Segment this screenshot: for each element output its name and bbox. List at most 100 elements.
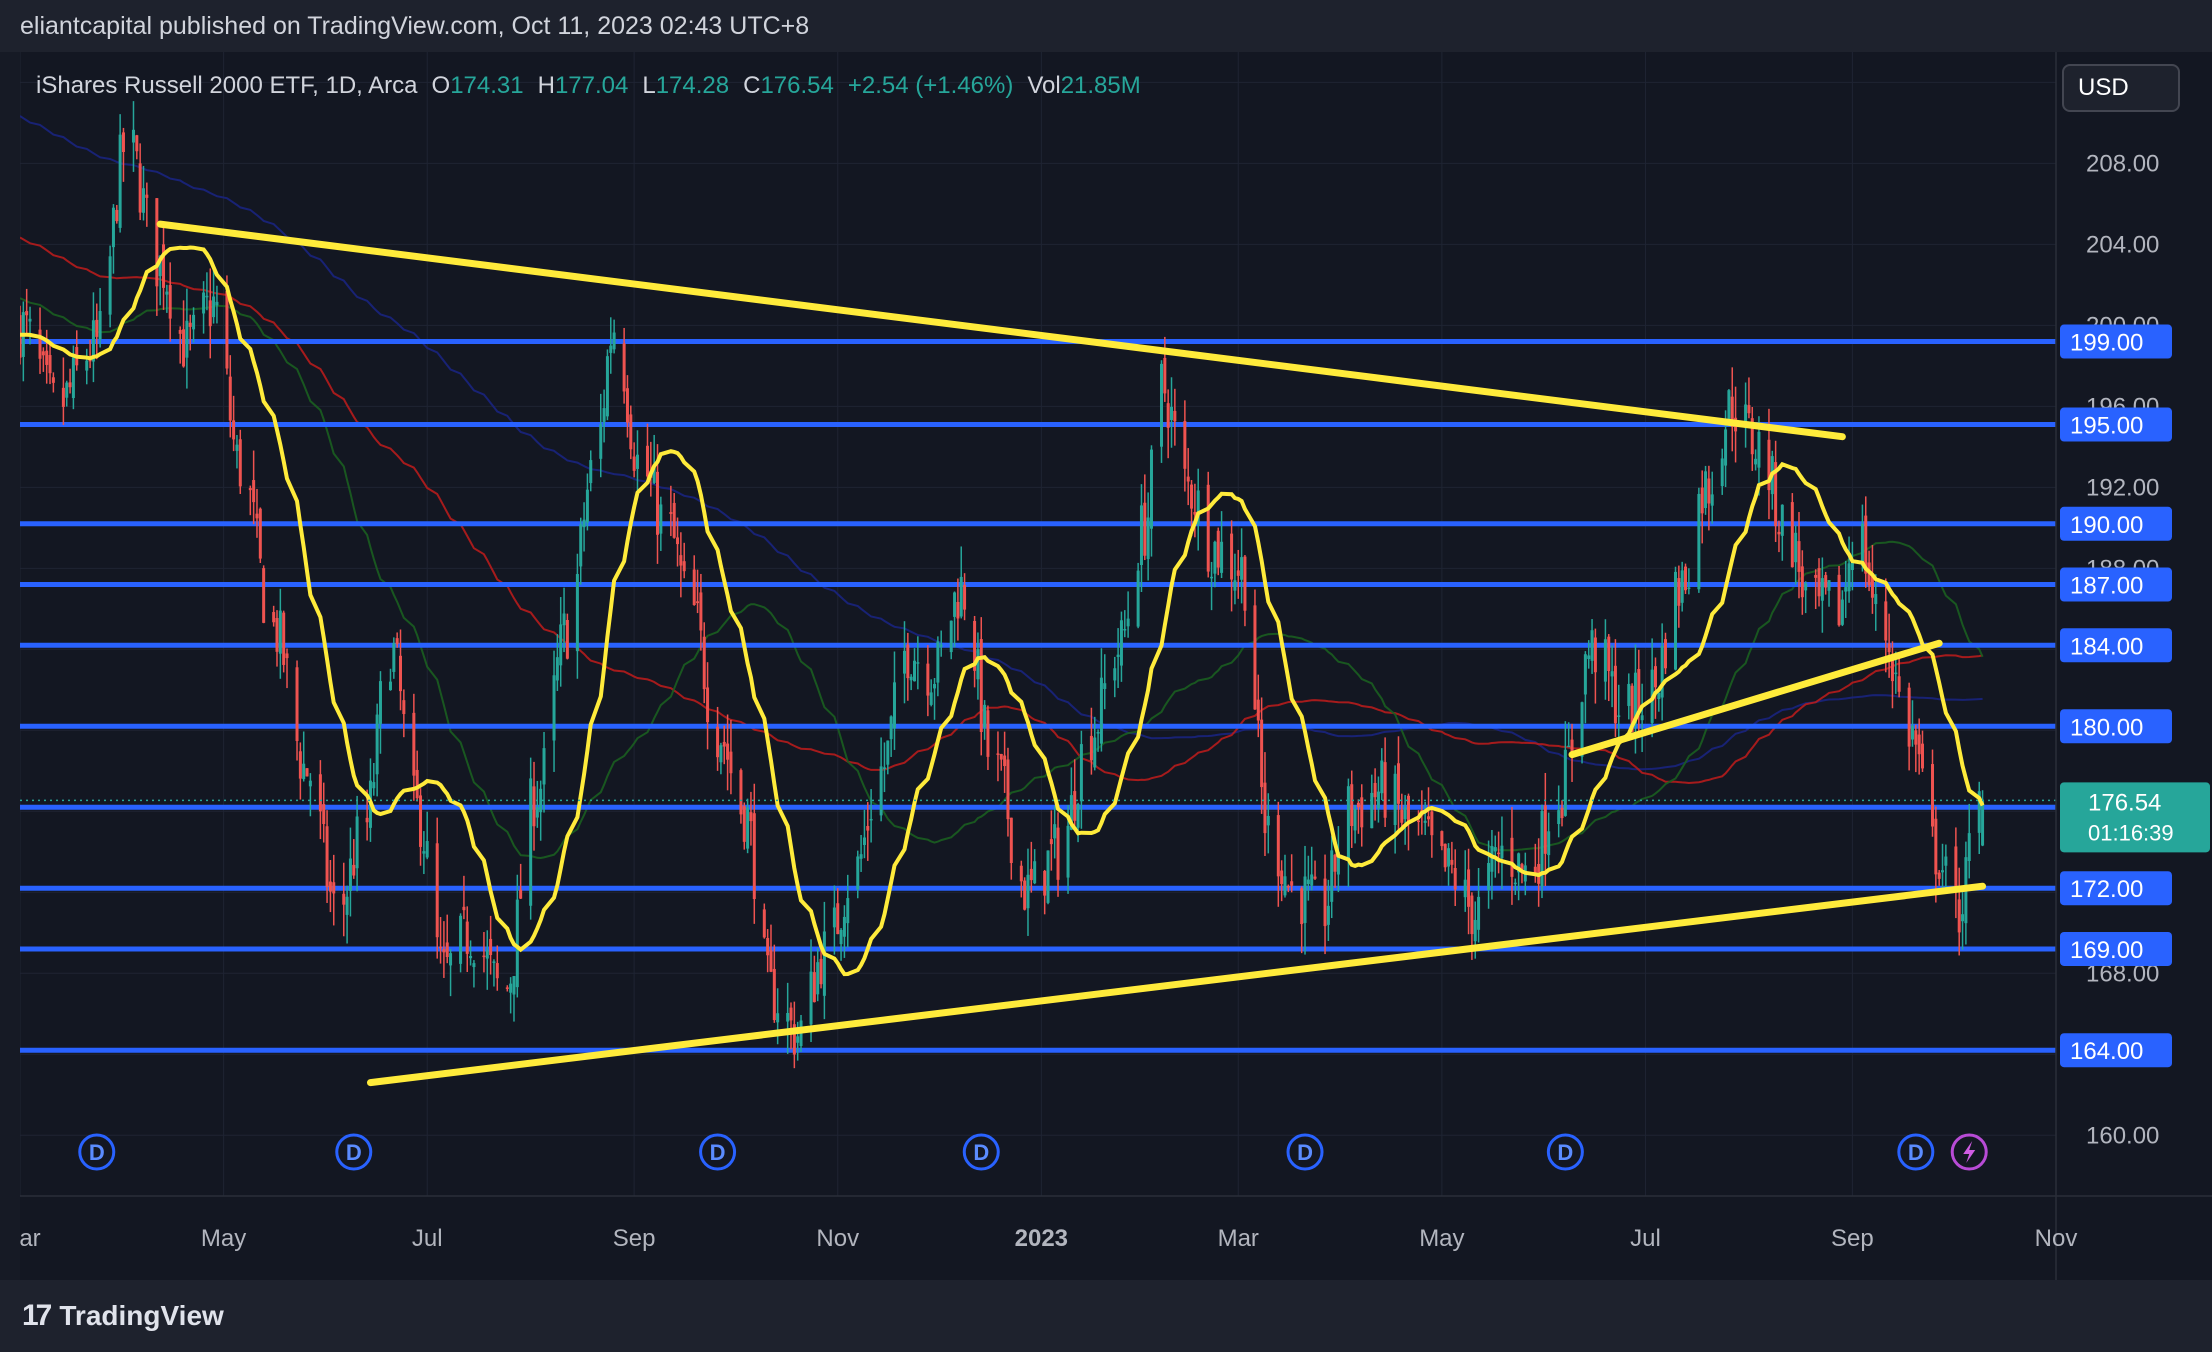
candle-body: [378, 681, 382, 724]
candle-body: [956, 601, 960, 619]
candle: [1370, 774, 1374, 829]
candle: [348, 827, 352, 917]
symbol-name[interactable]: iShares Russell 2000 ETF, 1D, Arca: [36, 72, 418, 99]
candle-body: [1443, 843, 1447, 868]
candle-body: [669, 512, 673, 514]
candle-body: [298, 751, 302, 779]
candle-body: [1931, 764, 1935, 827]
dividend-marker[interactable]: D: [1897, 1133, 1935, 1171]
candle: [585, 473, 589, 531]
candle-body: [252, 480, 256, 503]
candle: [1376, 776, 1380, 823]
candle-body: [1517, 853, 1521, 873]
candle-body: [1009, 817, 1013, 863]
chart-area[interactable]: 160.00164.00168.00172.00176.00180.00184.…: [20, 52, 2212, 1280]
candle: [1607, 634, 1611, 702]
candle-body: [1937, 872, 1941, 879]
candle: [489, 915, 493, 975]
candle-body: [1123, 629, 1127, 631]
grid-lines: [20, 52, 2057, 1196]
candle-body: [325, 826, 329, 887]
candle-body: [529, 778, 533, 906]
candle: [1887, 613, 1891, 678]
candle: [372, 763, 376, 796]
trendline-lower-support: [366, 882, 1987, 1087]
candle: [1533, 843, 1537, 883]
candle-body: [892, 682, 896, 729]
candle-body: [699, 592, 703, 631]
candle: [886, 740, 890, 775]
candle: [1103, 654, 1107, 710]
candle: [679, 532, 683, 598]
candle: [332, 854, 336, 926]
candle-body: [1957, 899, 1961, 933]
candle: [1146, 492, 1150, 581]
candle-body: [1126, 618, 1130, 627]
candle-body: [986, 710, 990, 757]
candle: [308, 773, 312, 817]
candle-body: [138, 163, 142, 213]
candle-body: [1981, 800, 1985, 846]
candle-body: [909, 676, 913, 681]
candle-body: [118, 134, 122, 228]
candle: [1360, 784, 1364, 847]
candle-body: [1186, 476, 1190, 482]
candle: [1910, 700, 1914, 747]
candle: [352, 839, 356, 879]
earnings-marker[interactable]: [1950, 1133, 1988, 1171]
candle-body: [1827, 580, 1831, 591]
dividend-icon: [78, 1133, 116, 1171]
candle: [75, 330, 79, 371]
candle-body: [1520, 864, 1524, 870]
candle: [1089, 707, 1093, 775]
candle: [1860, 504, 1864, 572]
candle-body: [1944, 856, 1948, 866]
candle-body: [629, 414, 633, 450]
candle: [1847, 536, 1851, 603]
candle: [232, 395, 236, 452]
candle-body: [158, 255, 162, 277]
candle-body: [862, 837, 866, 845]
candle: [1003, 731, 1007, 793]
candle: [1196, 468, 1200, 551]
candle: [378, 671, 382, 754]
price-chart[interactable]: 160.00164.00168.00172.00176.00180.00184.…: [20, 52, 2212, 1280]
candle: [1049, 810, 1053, 871]
candle-body: [832, 907, 836, 928]
candle: [1336, 826, 1340, 892]
dividend-marker[interactable]: D: [335, 1133, 373, 1171]
time-tick-label: Sep: [613, 1225, 656, 1252]
candle: [742, 802, 746, 850]
candle: [869, 789, 873, 843]
time-tick-label: Jul: [1630, 1225, 1661, 1252]
candle-body: [1797, 541, 1801, 572]
candle-body: [465, 921, 469, 954]
candle-body: [913, 660, 917, 682]
time-tick-label: 2023: [1015, 1225, 1068, 1252]
dividend-marker[interactable]: D: [78, 1133, 116, 1171]
dividend-marker[interactable]: D: [699, 1133, 737, 1171]
candle: [65, 380, 69, 407]
candle-body: [836, 903, 840, 935]
candle-body: [388, 681, 392, 691]
candle-body: [28, 318, 32, 322]
candle-body: [1143, 502, 1147, 556]
candle-body: [1790, 502, 1794, 568]
dividend-marker[interactable]: D: [1546, 1133, 1584, 1171]
candle-body: [612, 332, 616, 350]
currency-button[interactable]: USD: [2062, 64, 2180, 112]
candle-body: [1860, 524, 1864, 566]
candle: [889, 715, 893, 757]
dividend-marker[interactable]: D: [1286, 1133, 1324, 1171]
tradingview-logo[interactable]: 17 TradingView: [22, 1299, 224, 1333]
candle: [542, 731, 546, 813]
candle-body: [1003, 755, 1007, 767]
candle-body: [1146, 517, 1150, 560]
dividend-marker[interactable]: D: [962, 1133, 1000, 1171]
candle: [1543, 772, 1547, 887]
candle: [1540, 804, 1544, 899]
candle: [1396, 736, 1400, 833]
candle-body: [495, 963, 499, 979]
candle-body: [1163, 357, 1167, 394]
candle-body: [182, 329, 186, 367]
